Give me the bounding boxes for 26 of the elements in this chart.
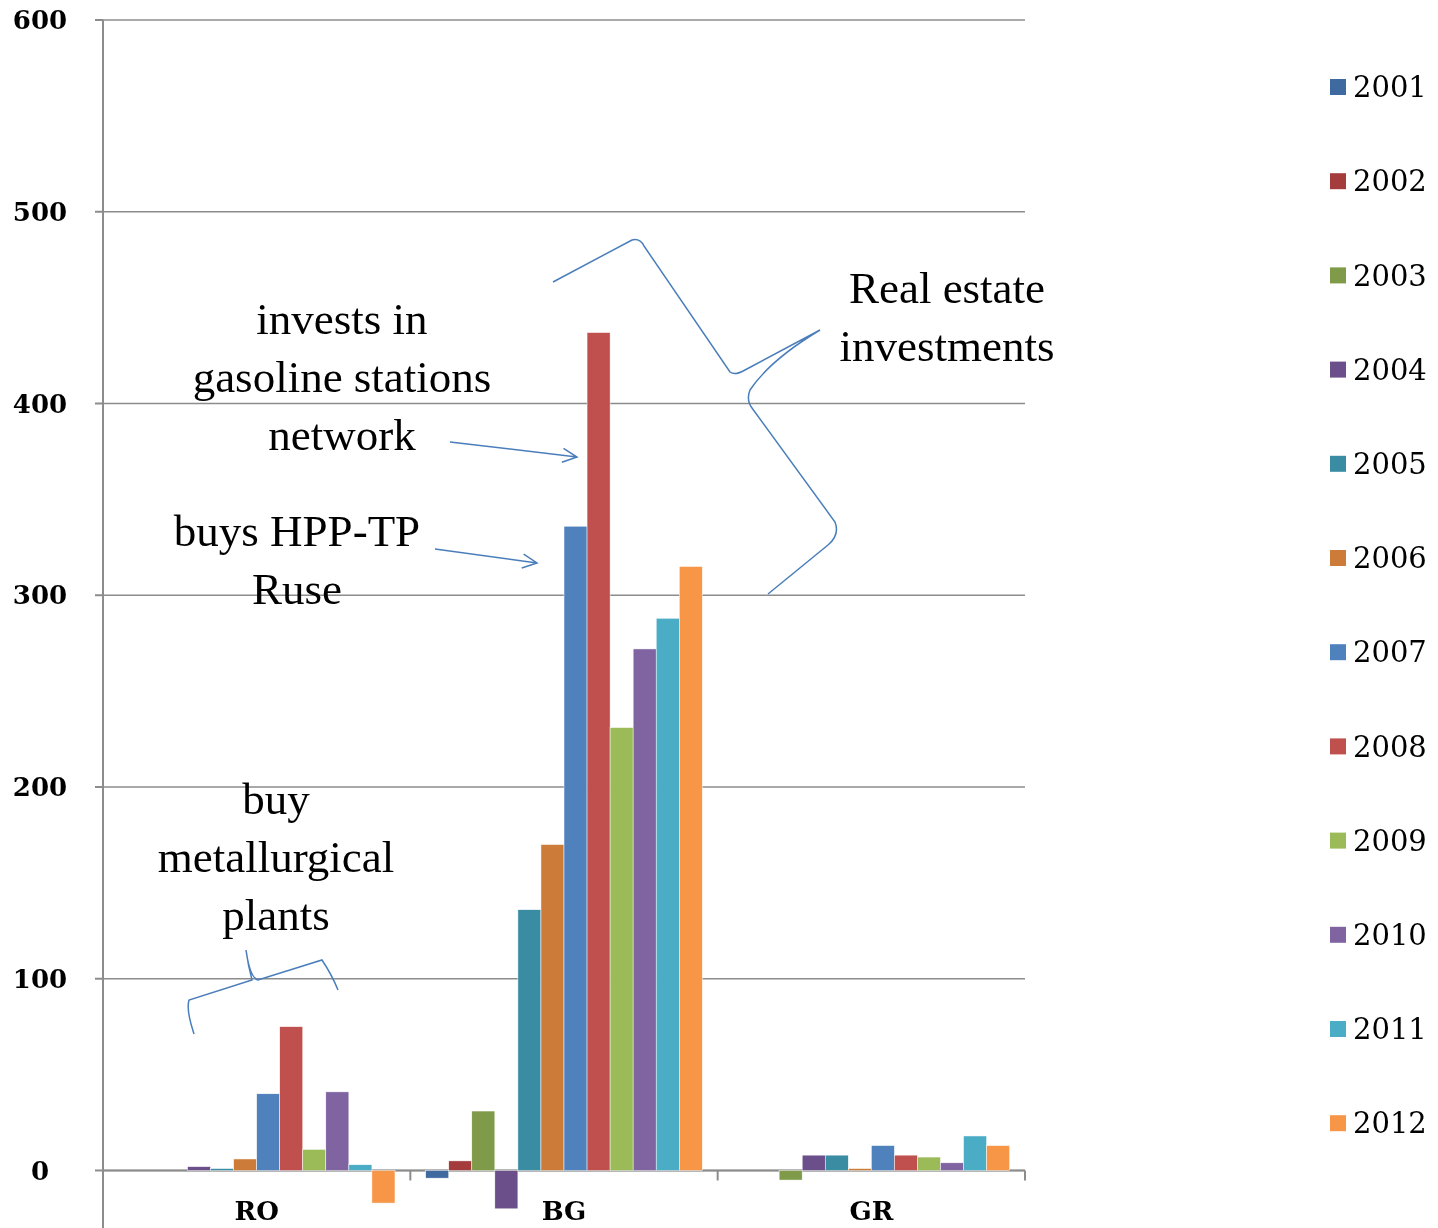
annotation: buy metallurgical plants — [157, 773, 395, 940]
legend-label: 2002 — [1353, 164, 1427, 199]
legend-label: 2012 — [1353, 1106, 1427, 1141]
legend-label: 2008 — [1353, 729, 1427, 764]
annotation: buys HPP-TP Ruse — [173, 505, 421, 614]
legend-label: 2009 — [1353, 823, 1427, 858]
legend-label: 2003 — [1353, 258, 1427, 293]
y-tick-label: 300 — [12, 580, 68, 611]
x-tick-label: GR — [849, 1196, 894, 1226]
x-tick-label: RO — [234, 1196, 279, 1226]
y-tick-label: 200 — [12, 772, 68, 803]
y-tick-label: 400 — [12, 388, 68, 419]
x-tick-label: BG — [541, 1196, 587, 1226]
y-tick-label: 600 — [12, 5, 68, 36]
y-tick-label: 500 — [12, 196, 68, 227]
y-tick-label: 100 — [12, 963, 68, 994]
y-tick-label: 0 — [30, 1155, 50, 1186]
annotation: Real estate investments — [839, 262, 1055, 371]
legend-label: 2010 — [1353, 917, 1427, 952]
legend-label: 2004 — [1353, 352, 1427, 387]
legend-label: 2011 — [1353, 1012, 1427, 1047]
legend-label: 2001 — [1353, 70, 1427, 105]
legend-label: 2007 — [1353, 635, 1427, 670]
legend-label: 2006 — [1353, 541, 1427, 576]
legend-label: 2005 — [1353, 446, 1427, 481]
annotation: invests in gasoline stations network — [192, 293, 492, 460]
